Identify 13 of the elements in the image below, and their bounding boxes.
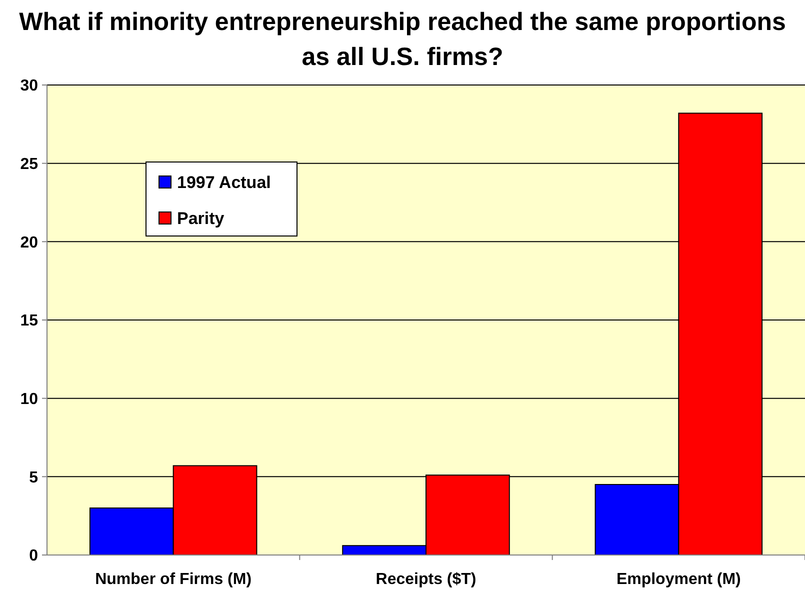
x-tick-label: Number of Firms (M)	[95, 571, 252, 588]
y-tick-label: 15	[20, 312, 38, 330]
legend-label: 1997 Actual	[177, 172, 271, 192]
x-tick-label: Employment (M)	[616, 571, 741, 588]
y-tick-label: 20	[20, 234, 38, 252]
x-tick-label: Receipts ($T)	[376, 571, 476, 588]
y-tick-label: 0	[29, 548, 38, 565]
chart-title: What if minority entrepreneurship reached the same proportions as all U.S. firms?	[19, 8, 786, 71]
y-tick-label: 25	[20, 156, 38, 173]
y-tick-label: 10	[20, 390, 38, 408]
y-tick-label: 30	[20, 78, 38, 95]
y-tick-label: 5	[29, 469, 38, 486]
legend-label: Parity	[177, 208, 225, 228]
